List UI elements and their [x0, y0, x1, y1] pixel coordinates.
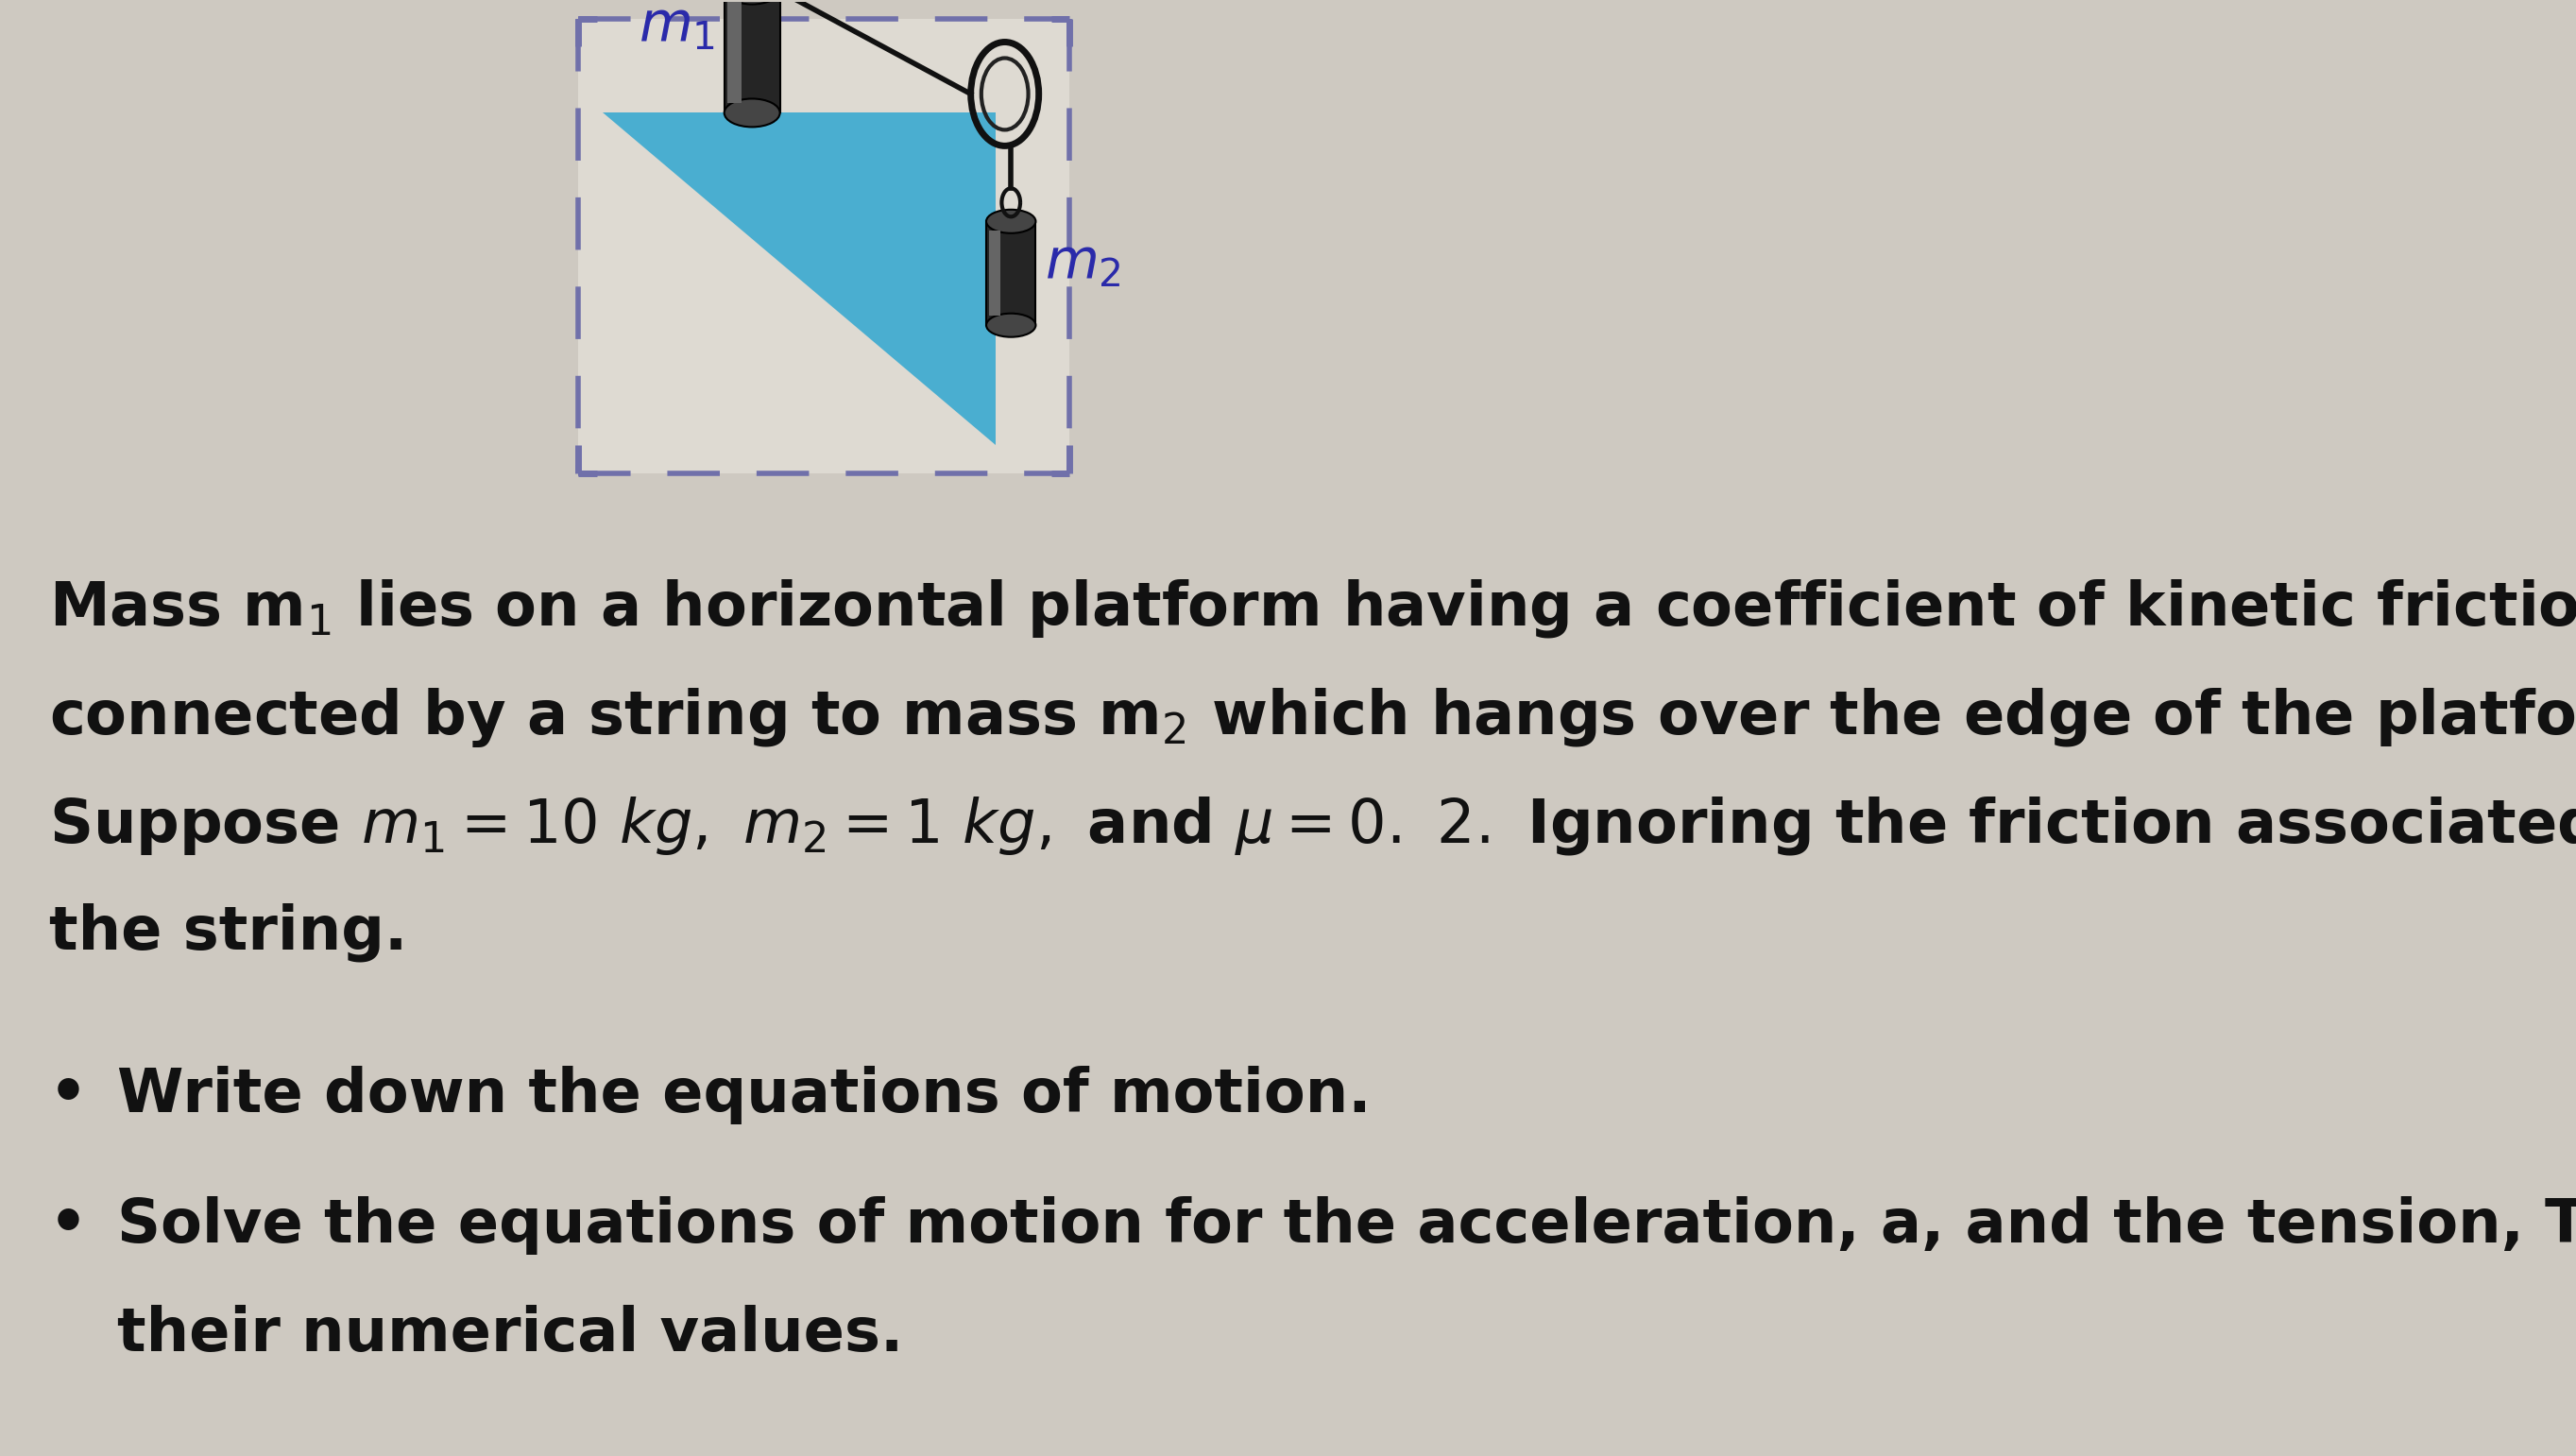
Polygon shape	[603, 112, 994, 446]
Ellipse shape	[724, 0, 781, 4]
Ellipse shape	[987, 313, 1036, 336]
Text: •: •	[49, 1066, 88, 1124]
Text: $m_2$: $m_2$	[1046, 236, 1121, 290]
Text: their numerical values.: their numerical values.	[118, 1305, 904, 1363]
Bar	[724, 0, 781, 112]
Text: •: •	[49, 1195, 88, 1255]
Text: Suppose $m_1 = 10\ \mathit{kg},\ m_2 = 1\ \mathit{kg},$ and $\mu = 0.\ 2.$ Ignor: Suppose $m_1 = 10\ \mathit{kg},\ m_2 = 1…	[49, 795, 2576, 856]
Text: the string.: the string.	[49, 903, 407, 962]
Bar	[987, 221, 1036, 325]
Bar	[989, 232, 999, 316]
Bar	[577, 19, 1069, 473]
Text: Write down the equations of motion.: Write down the equations of motion.	[118, 1066, 1370, 1124]
Ellipse shape	[987, 210, 1036, 233]
Text: connected by a string to mass m$_2$ which hangs over the edge of the platform.: connected by a string to mass m$_2$ whic…	[49, 686, 2576, 748]
Ellipse shape	[724, 99, 781, 127]
Bar	[726, 0, 742, 103]
Text: $m_1$: $m_1$	[639, 0, 716, 52]
Text: Mass m$_1$ lies on a horizontal platform having a coefficient of kinetic frictio: Mass m$_1$ lies on a horizontal platform…	[49, 577, 2576, 639]
Text: Solve the equations of motion for the acceleration, a, and the tension, T. Find: Solve the equations of motion for the ac…	[118, 1195, 2576, 1255]
